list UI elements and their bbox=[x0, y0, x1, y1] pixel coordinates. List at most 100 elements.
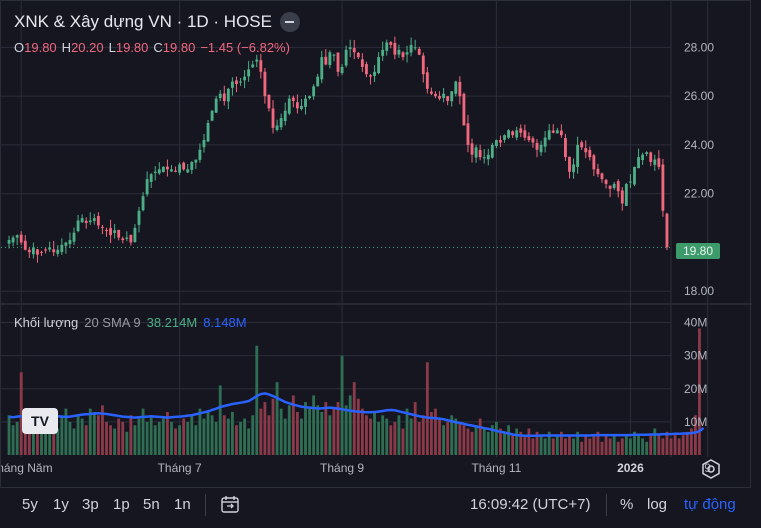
candle-body bbox=[637, 157, 640, 169]
ohlc-low-value: 19.80 bbox=[115, 40, 149, 55]
price-tick-label: 26.00 bbox=[684, 89, 714, 103]
candle-body bbox=[564, 138, 567, 158]
volume-bar bbox=[64, 408, 68, 455]
candle-body bbox=[247, 69, 251, 77]
volume-bar bbox=[40, 421, 43, 455]
volume-bar bbox=[596, 431, 600, 455]
volume-bar bbox=[80, 418, 84, 455]
volume-label[interactable]: Khối lượng bbox=[14, 315, 79, 330]
volume-bar bbox=[214, 421, 218, 455]
candle-body bbox=[198, 149, 202, 160]
candle-body bbox=[251, 64, 255, 68]
candle-body bbox=[377, 57, 381, 74]
time-tick-label: Tháng 7 bbox=[158, 461, 202, 475]
symbol-legend[interactable]: XNK & Xây dựng VN · 1D · HOSE bbox=[14, 12, 300, 32]
range-1y-button[interactable]: 1y bbox=[53, 496, 69, 513]
candle-body bbox=[239, 81, 242, 83]
auto-scale-button[interactable]: tự động bbox=[684, 496, 736, 513]
tradingview-logo-icon[interactable]: TV bbox=[22, 408, 58, 434]
candle-body bbox=[84, 220, 88, 223]
volume-bar bbox=[555, 435, 559, 455]
volume-bar bbox=[174, 428, 177, 455]
candle-body bbox=[417, 48, 421, 55]
candle-body bbox=[511, 131, 515, 136]
ohlc-open-value: 19.80 bbox=[24, 40, 57, 55]
candle-body bbox=[235, 80, 238, 84]
volume-bar bbox=[568, 435, 571, 455]
calendar-jump-icon[interactable] bbox=[220, 494, 240, 514]
clock-timezone[interactable]: 16:09:42 (UTC+7) bbox=[470, 496, 591, 513]
candle-body bbox=[129, 234, 133, 243]
time-tick-label: 2026 bbox=[617, 461, 644, 475]
volume-bar bbox=[421, 415, 425, 455]
candle-body bbox=[438, 96, 441, 99]
volume-bar bbox=[113, 428, 117, 455]
candle-body bbox=[279, 118, 283, 128]
volume-bar bbox=[52, 425, 56, 455]
volume-bar bbox=[117, 418, 121, 455]
candle-body bbox=[19, 234, 23, 243]
volume-bar bbox=[263, 402, 267, 455]
volume-bar bbox=[409, 418, 413, 455]
chart-frame[interactable]: 28.00 26.00 24.00 22.00 18.00 40M 30M 20M 10M Thá… bbox=[0, 0, 752, 489]
volume-bar bbox=[247, 428, 251, 455]
volume-bar bbox=[304, 402, 307, 455]
candle-body bbox=[300, 105, 303, 109]
volume-bar bbox=[669, 438, 673, 455]
volume-bar bbox=[202, 418, 206, 455]
candle-body bbox=[52, 249, 56, 253]
volume-bar bbox=[446, 421, 450, 455]
volume-bar bbox=[665, 431, 669, 455]
candle-body bbox=[105, 230, 108, 232]
volume-bar bbox=[133, 425, 137, 455]
volume-bar bbox=[454, 418, 458, 455]
candle-body bbox=[178, 164, 182, 173]
chart-canvas[interactable]: 28.00 26.00 24.00 22.00 18.00 40M 30M 20M 10M Thá… bbox=[0, 1, 752, 489]
candle-body bbox=[182, 162, 186, 170]
candle-body bbox=[149, 174, 153, 182]
range-1n-button[interactable]: 1n bbox=[174, 496, 191, 513]
candle-body bbox=[304, 98, 307, 107]
candle-body bbox=[608, 185, 612, 189]
volume-bar bbox=[490, 425, 494, 455]
volume-bar bbox=[685, 431, 689, 455]
candle-body bbox=[11, 237, 15, 243]
volume-bar bbox=[584, 435, 588, 455]
volume-legend[interactable]: Khối lượng 20 SMA 9 38.214M 8.148M bbox=[14, 315, 247, 330]
candle-body bbox=[174, 170, 177, 172]
volume-bar bbox=[673, 435, 677, 455]
candle-body bbox=[356, 52, 360, 58]
candle-body bbox=[157, 169, 161, 174]
volume-tick-label: 20M bbox=[684, 382, 707, 396]
volume-bar bbox=[198, 408, 202, 455]
volume-bar bbox=[539, 435, 543, 455]
range-1p-button[interactable]: 1p bbox=[113, 496, 130, 513]
volume-bar bbox=[291, 395, 295, 455]
minus-icon[interactable] bbox=[279, 12, 300, 32]
volume-bar bbox=[145, 421, 149, 455]
volume-bar bbox=[340, 355, 344, 455]
candle-body bbox=[539, 144, 543, 153]
symbol-title[interactable]: XNK & Xây dựng VN · 1D · HOSE bbox=[14, 12, 272, 31]
range-3p-button[interactable]: 3p bbox=[82, 496, 99, 513]
volume-bar bbox=[600, 441, 604, 455]
candle-body bbox=[620, 190, 624, 204]
volume-bar bbox=[344, 405, 348, 455]
settings-hexagon-icon[interactable] bbox=[700, 458, 722, 480]
candle-body bbox=[80, 218, 84, 223]
axes: 28.00 26.00 24.00 22.00 18.00 40M 30M 20M 10M Thá… bbox=[0, 40, 714, 475]
candle-body bbox=[263, 71, 267, 97]
volume-bar bbox=[15, 421, 19, 455]
volume-bar bbox=[76, 415, 80, 455]
percent-scale-button[interactable]: % bbox=[620, 496, 634, 513]
candle-body bbox=[202, 140, 206, 148]
log-scale-button[interactable]: log bbox=[647, 496, 668, 513]
range-5y-button[interactable]: 5y bbox=[22, 496, 38, 513]
volume-bar bbox=[564, 438, 567, 455]
volume-bar bbox=[352, 382, 356, 455]
volume-bar bbox=[393, 421, 397, 455]
volume-bar bbox=[60, 415, 64, 455]
candle-body bbox=[259, 60, 263, 72]
candle-body bbox=[624, 183, 628, 206]
range-5n-button[interactable]: 5n bbox=[143, 496, 160, 513]
